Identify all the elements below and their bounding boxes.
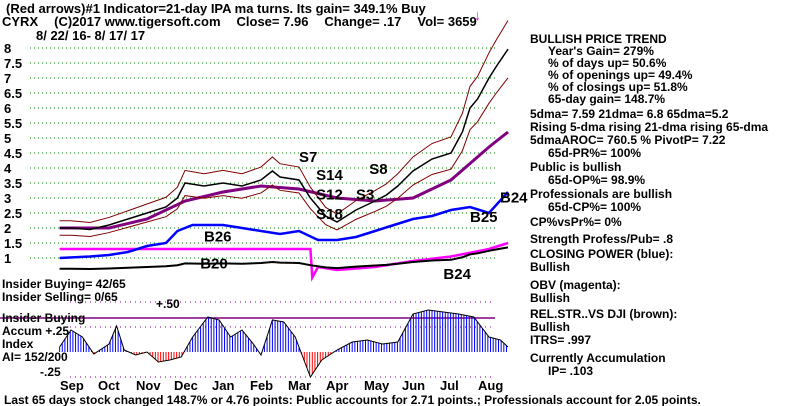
y-tick-label: 1.5 bbox=[4, 236, 22, 251]
public-status: Public is bullish bbox=[530, 160, 622, 174]
insider-buying: Insider Buying= 42/65 bbox=[2, 277, 126, 291]
y-tick-label: 3 bbox=[4, 191, 11, 206]
aroc-pivot: 5dmaAROC= 760.5 % PivotP= 7.22 bbox=[530, 133, 726, 147]
lower-band-line bbox=[59, 77, 509, 238]
x-tick-label: May bbox=[364, 378, 390, 393]
footer-summary: Last 65 days stock changed 148.7% or 4.7… bbox=[4, 393, 701, 406]
y-tick-label: 1 bbox=[4, 251, 11, 266]
y-tick-label: 6.5 bbox=[4, 86, 22, 101]
closings-up: % of closings up= 51.8% bbox=[548, 80, 688, 94]
professionals-status: Professionals are bullish bbox=[530, 187, 673, 201]
cp-vs-pr: CP%vsPr%= 0% bbox=[530, 215, 622, 229]
cp-65: 65d-CP%= 100% bbox=[548, 200, 642, 214]
x-tick-label: Feb bbox=[250, 378, 273, 393]
x-tick-label: Nov bbox=[136, 378, 161, 393]
header-quote-row: CYRX (C)2017 www.tigersoft.com Close= 7.… bbox=[2, 15, 477, 28]
rel-strength-line bbox=[59, 246, 509, 270]
rising-dma: Rising 5-dma rising 21-dma rising 65-dma bbox=[530, 120, 769, 134]
x-tick-label: Sep bbox=[60, 378, 84, 393]
ai-score: AI= 152/200 bbox=[2, 350, 68, 364]
trend-label: BULLISH PRICE TREND bbox=[530, 32, 667, 46]
days-up: % of days up= 50.6% bbox=[548, 56, 667, 70]
obv-line bbox=[59, 241, 509, 282]
y-tick-label: 3.5 bbox=[4, 176, 22, 191]
closing-power-value: Bullish bbox=[530, 260, 571, 274]
x-tick-label: Jan bbox=[212, 378, 234, 393]
y-tick-label: 4.5 bbox=[4, 146, 22, 161]
upper-band-line bbox=[59, 20, 509, 223]
index-label: Index bbox=[2, 337, 34, 351]
signal-label: B20 bbox=[200, 256, 228, 273]
insider-buying-label: Insider Buying bbox=[2, 311, 86, 325]
change-value: Change= .17 bbox=[324, 14, 402, 29]
volume-value: Vol= 3659 bbox=[417, 14, 477, 29]
accum-minus25: -.25 bbox=[40, 365, 61, 379]
signal-label: S14 bbox=[316, 167, 343, 184]
signal-label: S3 bbox=[356, 187, 374, 204]
y-tick-label: 7.5 bbox=[4, 56, 22, 71]
x-tick-label: Mar bbox=[288, 378, 311, 393]
y-tick-label: 2 bbox=[4, 221, 11, 236]
strength-ratio: Strength Profess/Pub= .8 bbox=[530, 232, 674, 246]
signal-label: S8 bbox=[369, 161, 387, 178]
y-tick-label: 2.5 bbox=[4, 206, 22, 221]
closing-power-label: CLOSING POWER (blue): bbox=[530, 247, 674, 261]
indicator-headline: (Red arrows)#1 Indicator=21-day IPA ma t… bbox=[6, 1, 426, 16]
accum-plus50: +.50 bbox=[156, 297, 180, 311]
close-value: Close= 7.96 bbox=[236, 14, 309, 29]
signal-label: S18 bbox=[316, 206, 343, 223]
insider-selling: Insider Selling= 0/65 bbox=[2, 290, 118, 304]
obv-value: Bullish bbox=[530, 291, 571, 305]
y-tick-label: 5.5 bbox=[4, 116, 22, 131]
rel-strength-label: REL.STR..VS DJI (brown): bbox=[530, 307, 678, 321]
ma65-line bbox=[59, 130, 509, 230]
closing-power-line bbox=[59, 191, 509, 260]
x-tick-label: Jun bbox=[402, 378, 425, 393]
ticker: CYRX bbox=[2, 14, 39, 29]
signal-label: S12 bbox=[316, 187, 343, 204]
signal-label: B24 bbox=[500, 190, 528, 207]
down-arrow-icon: ↓ bbox=[474, 7, 481, 23]
copyright: (C)2017 www.tigersoft.com bbox=[54, 14, 221, 29]
ip-value: IP= .103 bbox=[548, 364, 594, 378]
signal-label: B24 bbox=[443, 266, 471, 283]
rel-strength-value: Bullish bbox=[530, 320, 571, 334]
y-tick-label: 5 bbox=[4, 131, 11, 146]
x-tick-label: Oct bbox=[98, 378, 120, 393]
op-65: 65d-OP%= 98.9% bbox=[548, 173, 646, 187]
y-tick-label: 8 bbox=[4, 41, 11, 56]
x-tick-label: Aug bbox=[478, 378, 503, 393]
gain-65: 65-day gain= 148.7% bbox=[548, 92, 666, 106]
signal-label: B25 bbox=[470, 209, 498, 226]
signal-label: S7 bbox=[299, 149, 317, 166]
signal-label: B26 bbox=[204, 229, 232, 246]
dma-values: 5dma= 7.59 21dma= 6.8 65dma=5.2 bbox=[530, 107, 729, 121]
x-tick-label: Apr bbox=[326, 378, 348, 393]
x-tick-label: Jul bbox=[440, 378, 459, 393]
price-line bbox=[59, 48, 509, 231]
y-tick-label: 4 bbox=[4, 161, 12, 176]
x-tick-label: Dec bbox=[174, 378, 198, 393]
obv-label: OBV (magenta): bbox=[530, 278, 621, 292]
y-tick-label: 7 bbox=[4, 71, 11, 86]
y-tick-label: 6 bbox=[4, 101, 11, 116]
itrs-value: ITRS= .997 bbox=[530, 333, 592, 347]
accum-index-line bbox=[59, 309, 509, 379]
pr-65: 65d-PR%= 100% bbox=[548, 146, 642, 160]
openings-up: % of openings up= 49.4% bbox=[548, 68, 693, 82]
date-range: 8/ 22/ 16- 8/ 17/ 17 bbox=[36, 28, 146, 43]
accumulation-status: Currently Accumulation bbox=[530, 351, 666, 365]
accum-label: Accum +.25 bbox=[2, 324, 70, 338]
years-gain: Year's Gain= 279% bbox=[548, 44, 654, 58]
